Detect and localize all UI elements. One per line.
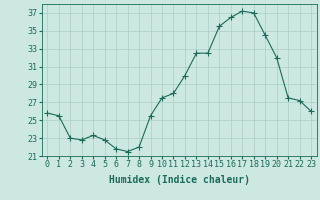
- X-axis label: Humidex (Indice chaleur): Humidex (Indice chaleur): [109, 175, 250, 185]
